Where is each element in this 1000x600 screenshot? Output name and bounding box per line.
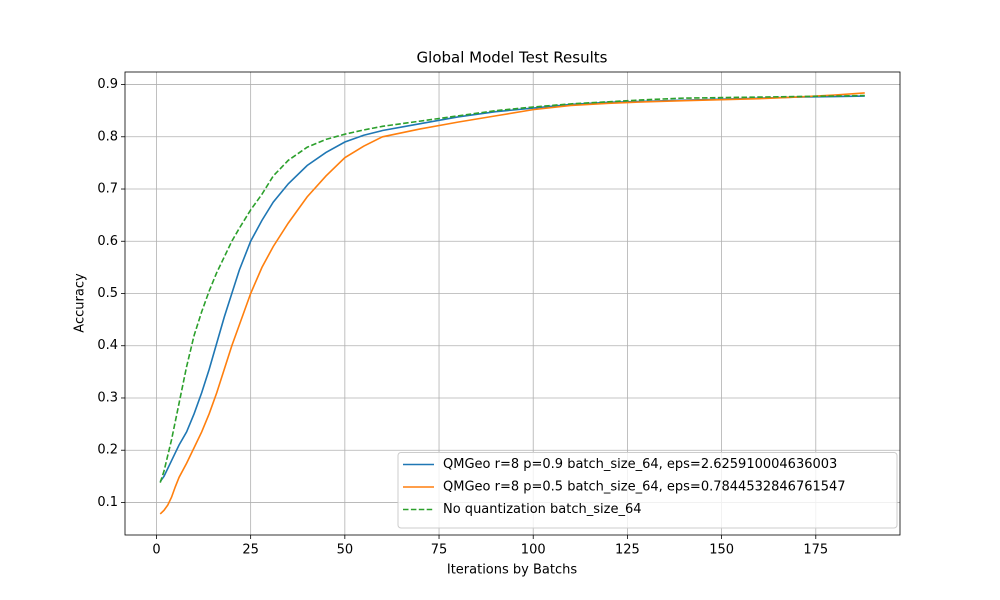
y-tick-label: 0.1 <box>97 495 118 510</box>
x-tick-label: 100 <box>521 543 546 558</box>
x-tick-label: 0 <box>152 543 160 558</box>
y-tick-label: 0.6 <box>97 234 118 249</box>
x-tick-label: 150 <box>709 543 734 558</box>
legend: QMGeo r=8 p=0.9 batch_size_64, eps=2.625… <box>397 452 898 529</box>
y-tick-label: 0.9 <box>97 77 118 92</box>
chart-title: Global Model Test Results <box>417 49 608 67</box>
legend-label: QMGeo r=8 p=0.9 batch_size_64, eps=2.625… <box>443 457 837 472</box>
legend-label: QMGeo r=8 p=0.5 batch_size_64, eps=0.784… <box>443 480 846 495</box>
legend-label: No quantization batch_size_64 <box>443 502 642 517</box>
y-tick-label: 0.4 <box>97 338 118 353</box>
data-line <box>159 95 865 483</box>
legend-box <box>397 452 898 529</box>
x-axis-label: Iterations by Batchs <box>447 563 577 578</box>
data-line <box>159 94 865 483</box>
y-tick-label: 0.8 <box>97 129 118 144</box>
x-tick-label: 75 <box>431 543 448 558</box>
x-tick-label: 25 <box>242 543 259 558</box>
data-line <box>159 92 865 515</box>
y-tick-label: 0.5 <box>97 286 118 301</box>
y-tick-label: 0.2 <box>97 443 118 458</box>
y-axis-label: Accuracy <box>73 273 88 333</box>
y-tick-label: 0.3 <box>97 390 118 405</box>
y-tick-label: 0.7 <box>97 182 118 197</box>
x-tick-label: 175 <box>803 543 828 558</box>
x-tick-label: 50 <box>337 543 354 558</box>
plot-frame <box>124 71 901 536</box>
x-tick-label: 125 <box>615 543 640 558</box>
